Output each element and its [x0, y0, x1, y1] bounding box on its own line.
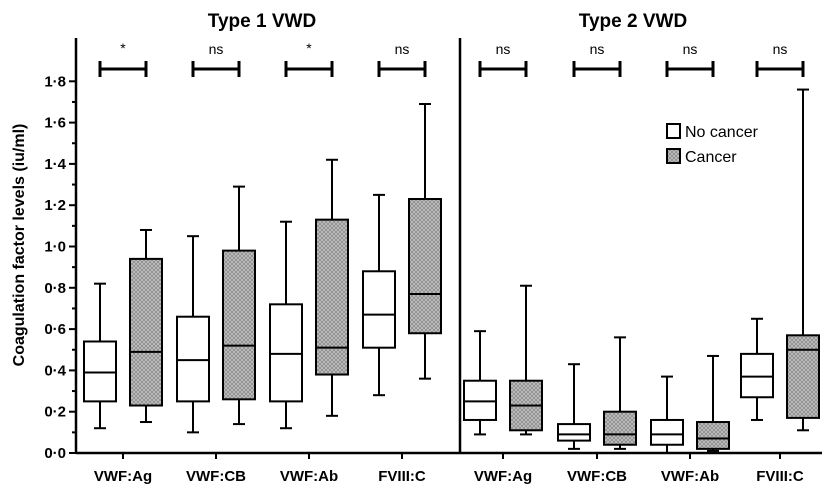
box-no-cancer: [557, 363, 591, 450]
box-iqr: [740, 352, 774, 399]
significance-label: ns: [209, 41, 224, 57]
box-no-cancer: [176, 235, 210, 434]
box-cancer: [786, 88, 820, 432]
significance-markers: * ns * ns ns ns ns ns: [98, 40, 805, 77]
box-iqr: [463, 379, 497, 421]
legend-label-cancer: Cancer: [685, 149, 737, 166]
box-cancer: [408, 103, 442, 380]
box-no-cancer: [269, 220, 303, 430]
x-tick-label: VWF:Ag: [474, 468, 532, 485]
box-no-cancer: [83, 282, 117, 430]
x-tick-label: VWF:CB: [567, 468, 627, 485]
x-tick-label: VWF:Ag: [94, 468, 152, 485]
significance-bracket: ns: [572, 41, 622, 77]
panel-title-type2: Type 2 VWD: [579, 11, 687, 32]
box-iqr: [408, 198, 442, 335]
box-iqr: [650, 418, 684, 446]
box-iqr: [83, 340, 117, 403]
box-iqr: [315, 218, 349, 376]
box-no-cancer: [362, 193, 396, 397]
box-series: [83, 88, 820, 454]
y-tick-label: 1·0: [44, 239, 66, 256]
y-tick-label: 1·2: [44, 197, 66, 214]
significance-label: *: [306, 40, 312, 56]
significance-bracket: ns: [755, 41, 805, 77]
significance-bracket: ns: [377, 41, 427, 77]
significance-label: *: [120, 40, 126, 56]
x-tick-label: FVIII:C: [378, 468, 426, 485]
legend-swatch-cancer: [666, 148, 681, 164]
significance-bracket: ns: [191, 41, 241, 77]
x-tick-label: FVIII:C: [756, 468, 804, 485]
box-cancer: [696, 354, 730, 452]
y-tick-label: 1·4: [44, 156, 66, 173]
box-iqr: [222, 249, 256, 401]
legend-swatch-no-cancer: [666, 123, 681, 139]
x-tick-label: VWF:Ab: [280, 468, 338, 485]
panel-title-type1: Type 1 VWD: [208, 11, 316, 32]
significance-label: ns: [496, 41, 511, 57]
y-tick-label: 0·6: [44, 321, 66, 338]
box-iqr: [786, 334, 820, 419]
box-cancer: [603, 336, 637, 450]
box-cancer: [315, 158, 349, 417]
box-iqr: [129, 257, 163, 407]
box-no-cancer: [650, 375, 684, 454]
box-cancer: [509, 284, 543, 436]
legend: No cancer Cancer: [666, 123, 759, 166]
significance-label: ns: [590, 41, 605, 57]
y-tick-label: 0·4: [44, 362, 66, 379]
x-tick-label: VWF:Ab: [661, 468, 719, 485]
box-iqr: [557, 423, 591, 442]
box-iqr: [603, 410, 637, 446]
y-tick-label: 1·8: [44, 73, 66, 90]
significance-bracket: *: [284, 40, 334, 77]
y-tick-label: 1·6: [44, 115, 66, 132]
significance-bracket: *: [98, 40, 148, 77]
x-tick-label: VWF:CB: [186, 468, 246, 485]
y-tick-label: 0·2: [44, 404, 66, 421]
box-no-cancer: [463, 330, 497, 436]
box-iqr: [176, 315, 210, 403]
box-iqr: [362, 270, 396, 349]
box-iqr: [269, 303, 303, 403]
y-tick-label: 0·0: [44, 445, 66, 462]
significance-bracket: ns: [665, 41, 715, 77]
box-cancer: [129, 228, 163, 424]
significance-label: ns: [395, 41, 410, 57]
axes: 0·0 0·2 0·4 0·6 0·8 1·0 1·2 1·4 1·6 1·8 VWF:Ag VWF:…: [44, 38, 822, 485]
legend-label-no-cancer: No cancer: [685, 124, 759, 141]
box-cancer: [222, 185, 256, 426]
y-tick-label: 0·8: [44, 280, 66, 297]
significance-bracket: ns: [478, 41, 528, 77]
significance-label: ns: [773, 41, 788, 57]
box-iqr: [696, 421, 730, 450]
significance-label: ns: [683, 41, 698, 57]
y-axis-label: Coagulation factor levels (iu/ml): [11, 124, 28, 367]
box-no-cancer: [740, 317, 774, 421]
